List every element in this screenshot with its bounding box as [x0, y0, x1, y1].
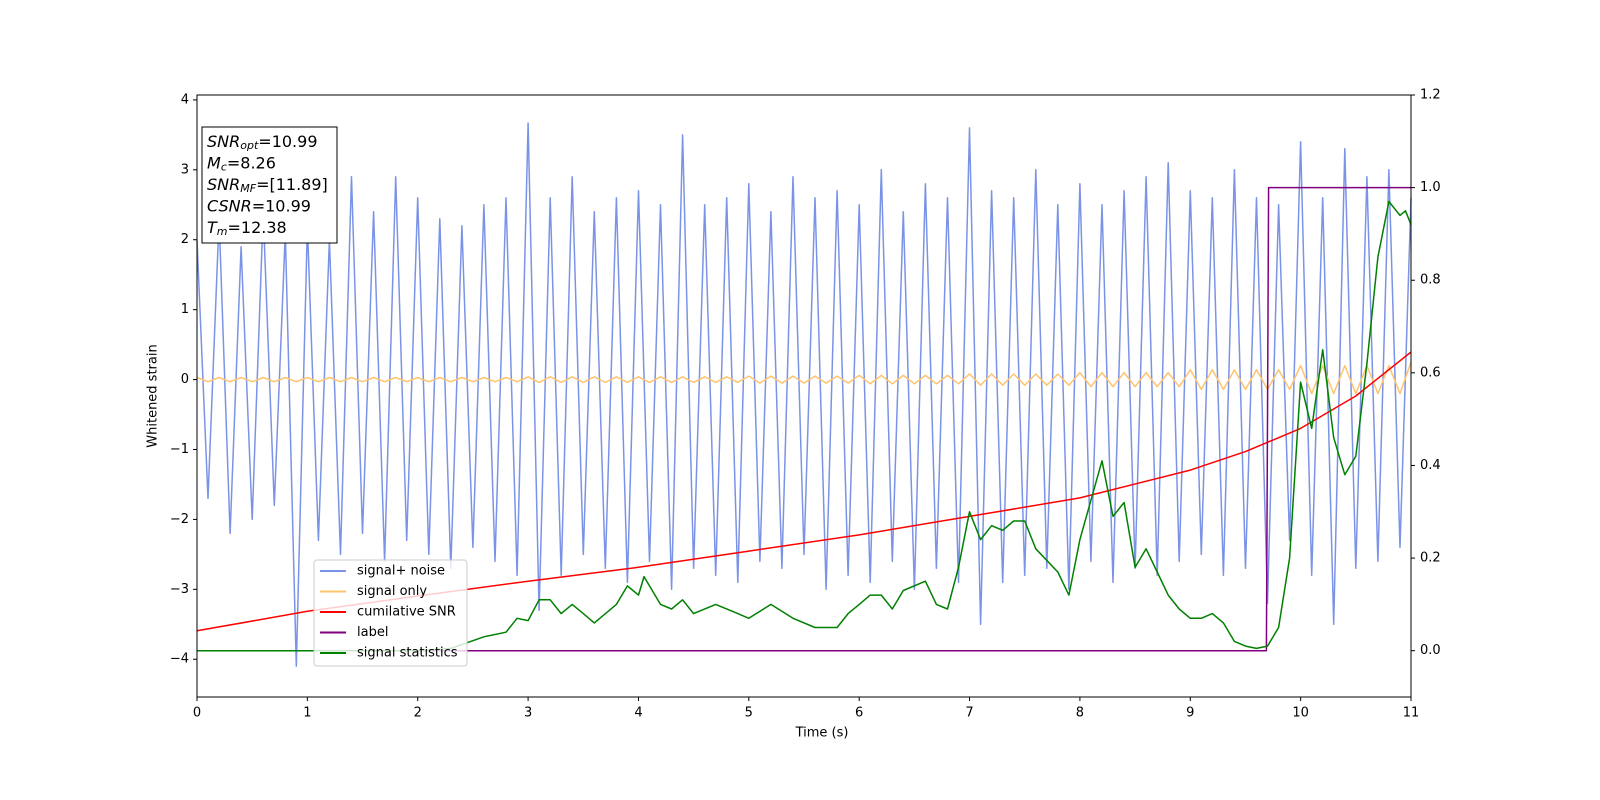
- series-line: [197, 200, 1412, 652]
- series-line: [196, 122, 1412, 667]
- x-tick-label: 11: [1403, 706, 1420, 721]
- series-line: [197, 186, 1411, 652]
- y-tick-label: 3: [181, 162, 189, 177]
- y2-tick-label: 0.0: [1420, 643, 1441, 658]
- y-tick-label: 4: [181, 92, 189, 107]
- legend-box: [313, 559, 468, 667]
- x-tick-label: 1: [303, 706, 311, 721]
- y-tick-label: 0: [181, 372, 189, 387]
- annotation-subscript: m: [217, 225, 228, 238]
- annotation-subscript: c: [221, 161, 227, 174]
- y2-tick-label: 1.2: [1420, 88, 1441, 103]
- legend-label: signal statistics: [357, 646, 458, 661]
- annotation-name: CSNR: [207, 196, 252, 215]
- series-line: [196, 361, 1412, 395]
- x-tick-label: 2: [414, 706, 422, 721]
- annotation-name: M: [207, 153, 221, 172]
- plot-frame: [196, 94, 1412, 698]
- y2-tick-label: 1.0: [1420, 180, 1441, 195]
- legend-label: label: [357, 625, 388, 640]
- annotation: SNRMF=[11.89]: [207, 175, 328, 196]
- annotation-name: SNR: [207, 175, 240, 194]
- x-tick-label: 10: [1292, 706, 1309, 721]
- annotation-value: =10.99: [252, 196, 311, 215]
- annotation: Tm=12.38: [207, 218, 287, 239]
- y-axis-label: Whitened strain: [146, 344, 161, 447]
- annotation-box: [201, 126, 338, 244]
- x-tick-label: 6: [855, 706, 863, 721]
- annotation-value: =12.38: [228, 218, 287, 237]
- y2-tick-label: 0.8: [1420, 273, 1441, 288]
- annotation-name: SNR: [207, 132, 240, 151]
- x-tick-label: 3: [524, 706, 532, 721]
- annotation-value: =8.26: [227, 153, 276, 172]
- y-tick-label: −3: [170, 582, 189, 597]
- x-tick-label: 7: [965, 706, 973, 721]
- annotation-subscript: MF: [240, 182, 256, 195]
- y-tick-label: −4: [170, 652, 189, 667]
- y-tick-label: 2: [181, 232, 189, 247]
- annotation-value: =[11.89]: [256, 175, 328, 194]
- annotation: SNRopt=10.99: [207, 132, 318, 153]
- x-tick-label: 0: [193, 706, 201, 721]
- annotation: CSNR=10.99: [207, 196, 311, 215]
- annotation-name: T: [207, 218, 218, 237]
- legend-label: signal+ noise: [357, 564, 445, 579]
- y2-tick-label: 0.6: [1420, 365, 1441, 380]
- annotation-subscript: opt: [240, 139, 259, 152]
- legend-label: cumilative SNR: [357, 605, 456, 620]
- legend-label: signal only: [357, 584, 427, 599]
- y2-tick-label: 0.4: [1420, 458, 1441, 473]
- x-tick-label: 4: [634, 706, 642, 721]
- annotation: Mc=8.26: [207, 153, 276, 174]
- x-tick-label: 9: [1186, 706, 1194, 721]
- y-tick-label: −1: [170, 442, 189, 457]
- x-axis-label: Time (s): [795, 726, 849, 741]
- x-tick-label: 8: [1076, 706, 1084, 721]
- y-tick-label: −2: [170, 512, 189, 527]
- x-tick-label: 5: [745, 706, 753, 721]
- annotation-value: =10.99: [258, 132, 317, 151]
- y2-tick-label: 0.2: [1420, 551, 1441, 566]
- y-tick-label: 1: [181, 302, 189, 317]
